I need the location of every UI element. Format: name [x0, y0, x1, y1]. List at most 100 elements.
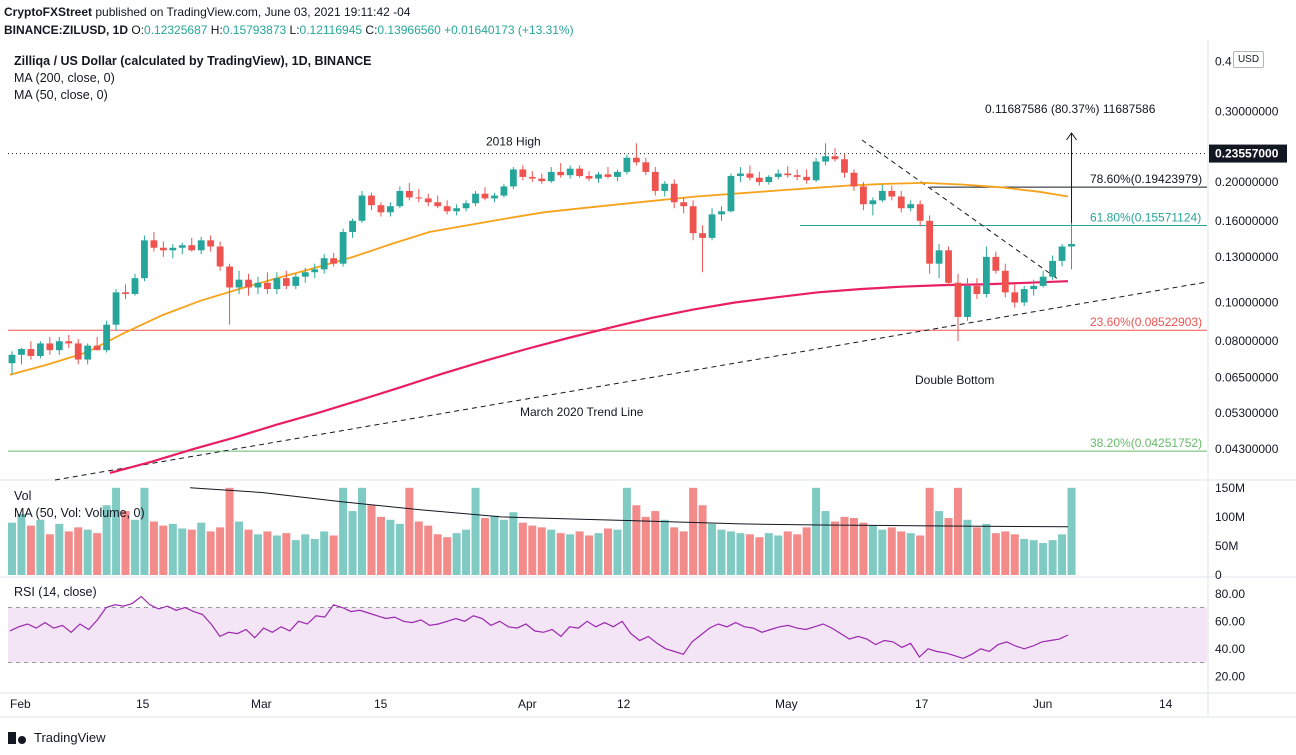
volume-bar	[774, 535, 783, 575]
volume-bar	[1067, 487, 1076, 575]
volume-bar	[235, 521, 244, 575]
candle-body	[945, 250, 952, 283]
price-tick-label: 0.05300000	[1215, 406, 1279, 420]
price-tick-label: 0.13000000	[1215, 250, 1279, 264]
volume-bar	[1039, 543, 1048, 575]
volume-bar	[414, 521, 423, 575]
volume-bar	[1029, 540, 1038, 575]
volume-bar	[963, 519, 972, 575]
rsi-tick-label: 60.00	[1215, 614, 1245, 628]
candle-body	[888, 190, 896, 197]
price-tick-label: 0.08000000	[1215, 334, 1279, 348]
price-tick-label: 0.04300000	[1215, 442, 1279, 456]
time-tick-label: 15	[136, 697, 150, 711]
currency-badge[interactable]: USD	[1233, 51, 1264, 68]
volume-bar	[736, 533, 745, 575]
tradingview-logo-icon	[8, 731, 28, 744]
candle-body	[368, 195, 375, 206]
volume-bar	[537, 527, 546, 575]
legend-vol-ma[interactable]: MA (50, Vol: Volume, 0)	[14, 506, 145, 520]
candle-body	[55, 341, 63, 351]
volume-bar	[660, 519, 669, 575]
candle-body	[103, 324, 110, 351]
volume-bar	[613, 529, 622, 575]
volume-bar	[925, 487, 934, 575]
candle-body	[661, 183, 669, 191]
chart-legend: Zilliqa / US Dollar (calculated by Tradi…	[14, 53, 371, 104]
volume-bar	[499, 519, 508, 575]
candle-body	[320, 258, 328, 270]
candle-body	[330, 258, 338, 264]
volume-bar	[708, 523, 717, 575]
volume-bar	[197, 522, 206, 575]
legend-ma200[interactable]: MA (200, close, 0)	[14, 71, 115, 85]
candle-body	[897, 196, 905, 209]
volume-bar	[272, 535, 281, 575]
volume-bar	[102, 505, 111, 575]
time-tick-label: May	[775, 697, 798, 711]
volume-bar	[206, 531, 215, 575]
candle-body	[1049, 260, 1056, 277]
volume-bar	[518, 522, 527, 575]
candle-body	[377, 205, 385, 213]
candle-body	[226, 266, 233, 288]
volume-bar	[55, 523, 64, 575]
candle-body	[178, 245, 186, 248]
candle-body	[349, 220, 356, 233]
candle-body	[169, 247, 177, 251]
volume-tick-label: 100M	[1215, 510, 1245, 524]
volume-bar	[320, 531, 329, 575]
volume-bar	[74, 527, 83, 575]
volume-bar	[585, 535, 594, 575]
legend-title[interactable]: Zilliqa / US Dollar (calculated by Tradi…	[14, 54, 372, 68]
candle-body	[992, 256, 1000, 271]
candle-body	[954, 282, 962, 317]
close-value: 0.13966560	[377, 23, 441, 37]
volume-bar	[471, 487, 480, 575]
volume-bar	[187, 529, 196, 575]
time-tick-label: 14	[1159, 697, 1173, 711]
volume-bar	[812, 487, 821, 575]
legend-vol[interactable]: Vol	[14, 489, 32, 503]
volume-bar	[764, 533, 773, 575]
candle-body	[462, 203, 470, 209]
candle-body	[339, 232, 347, 264]
candle-body	[755, 177, 763, 183]
candle-body	[472, 193, 479, 204]
volume-bar	[849, 518, 858, 575]
volume-bar	[462, 529, 471, 575]
volume-bar	[594, 533, 603, 575]
candle-body	[112, 292, 120, 325]
candle-body	[46, 343, 54, 351]
volume-bar	[755, 537, 764, 575]
volume-bar	[821, 511, 830, 575]
fib-6180-label: 61.80%(0.15571124)	[1090, 211, 1201, 225]
volume-bar	[651, 511, 660, 575]
time-tick-label: 15	[374, 697, 388, 711]
high-2018-price-badge	[1209, 144, 1287, 163]
volume-bar	[112, 487, 121, 575]
legend-rsi[interactable]: RSI (14, close)	[14, 585, 97, 599]
open-label: O:	[131, 23, 145, 37]
candle-body	[973, 285, 981, 294]
volume-bar	[944, 518, 953, 575]
volume-bar	[424, 525, 433, 575]
volume-bar	[395, 523, 404, 575]
candle-body	[528, 176, 536, 179]
volume-bar	[168, 523, 177, 575]
candle-body	[188, 245, 196, 251]
volume-bar	[17, 513, 26, 575]
candle-body	[595, 174, 602, 179]
candle-body	[1011, 292, 1019, 303]
candle-body	[8, 354, 16, 364]
candle-body	[235, 279, 243, 288]
volume-bar	[679, 531, 688, 575]
volume-bar	[244, 529, 253, 575]
candle-body	[1030, 285, 1038, 290]
candle-body	[557, 171, 565, 176]
high-2018-price-label: 0.23557000	[1215, 147, 1279, 161]
volume-bar	[1020, 538, 1029, 575]
legend-ma50[interactable]: MA (50, close, 0)	[14, 88, 108, 102]
volume-bar	[556, 533, 565, 575]
